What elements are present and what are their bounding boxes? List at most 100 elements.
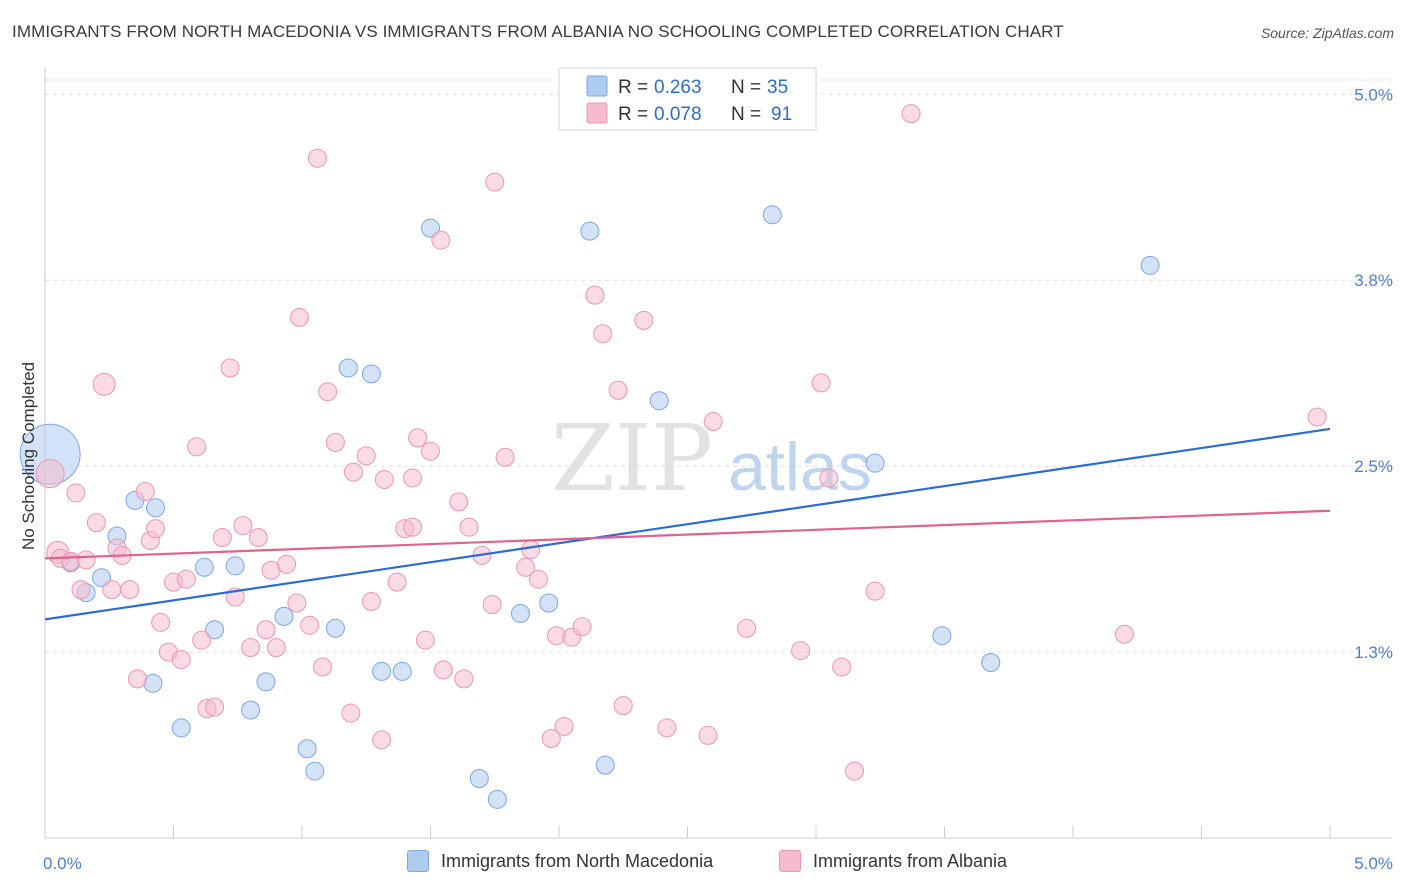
point-macedonia bbox=[325, 618, 345, 638]
legend-swatch-macedonia bbox=[586, 75, 608, 97]
bottom-legend: Immigrants from North Macedonia Immigran… bbox=[0, 850, 1406, 880]
point-albania bbox=[135, 481, 155, 501]
point-albania bbox=[403, 517, 423, 537]
point-macedonia bbox=[932, 626, 952, 646]
y-tick-labels: 1.3% 2.5% 3.8% 5.0% bbox=[1354, 85, 1393, 662]
point-albania bbox=[495, 447, 515, 467]
point-albania bbox=[1114, 624, 1134, 644]
point-macedonia bbox=[194, 557, 214, 577]
trend-line-macedonia bbox=[44, 427, 1331, 621]
trend-lines bbox=[44, 427, 1331, 621]
point-albania bbox=[819, 468, 839, 488]
point-albania bbox=[176, 569, 196, 589]
point-macedonia bbox=[256, 672, 276, 692]
point-macedonia bbox=[981, 652, 1001, 672]
point-albania bbox=[120, 580, 140, 600]
legend-swatch-icon bbox=[779, 850, 801, 872]
point-albania bbox=[128, 669, 148, 689]
correlation-legend: R = 0.263 N = 35 R = 0.078 N = 91 bbox=[558, 67, 817, 131]
watermark-atlas: atlas bbox=[728, 429, 872, 505]
legend-item-macedonia: Immigrants from North Macedonia bbox=[407, 850, 713, 872]
point-albania bbox=[593, 324, 613, 344]
point-macedonia bbox=[865, 453, 885, 473]
point-albania bbox=[343, 462, 363, 482]
point-albania bbox=[845, 761, 865, 781]
y-tick-label: 5.0% bbox=[1354, 85, 1393, 104]
legend-n-albania: 91 bbox=[771, 104, 792, 125]
point-albania bbox=[325, 432, 345, 452]
point-macedonia bbox=[241, 700, 261, 720]
point-albania bbox=[241, 638, 261, 658]
point-macedonia bbox=[205, 620, 225, 640]
point-albania bbox=[485, 172, 505, 192]
point-albania bbox=[832, 657, 852, 677]
point-albania bbox=[698, 725, 718, 745]
point-albania bbox=[86, 513, 106, 533]
y-tick-label: 1.3% bbox=[1354, 643, 1393, 662]
point-albania bbox=[266, 638, 286, 658]
point-macedonia bbox=[171, 718, 191, 738]
point-macedonia bbox=[649, 391, 669, 411]
legend-r-macedonia: 0.263 bbox=[654, 77, 702, 98]
y-tick-label: 2.5% bbox=[1354, 457, 1393, 476]
point-macedonia bbox=[297, 739, 317, 759]
point-macedonia bbox=[392, 661, 412, 681]
point-albania bbox=[372, 730, 392, 750]
point-albania bbox=[35, 459, 65, 489]
point-macedonia bbox=[1140, 255, 1160, 275]
point-albania bbox=[151, 612, 171, 632]
point-albania bbox=[192, 630, 212, 650]
grid-lines bbox=[45, 79, 1392, 653]
point-albania bbox=[449, 492, 469, 512]
legend-label-macedonia: Immigrants from North Macedonia bbox=[441, 850, 714, 871]
point-macedonia bbox=[338, 358, 358, 378]
point-albania bbox=[865, 581, 885, 601]
point-macedonia bbox=[469, 769, 489, 789]
x-tick-label: 5.0% bbox=[1354, 854, 1393, 873]
point-macedonia bbox=[305, 761, 325, 781]
legend-item-albania: Immigrants from Albania bbox=[779, 850, 1007, 872]
point-albania bbox=[277, 554, 297, 574]
point-albania bbox=[608, 380, 628, 400]
point-macedonia bbox=[487, 789, 507, 809]
point-albania bbox=[703, 412, 723, 432]
point-albania bbox=[102, 580, 122, 600]
point-albania bbox=[76, 550, 96, 570]
legend-r-albania: 0.078 bbox=[654, 104, 702, 125]
point-albania bbox=[811, 373, 831, 393]
point-albania bbox=[287, 593, 307, 613]
point-albania bbox=[431, 230, 451, 250]
point-albania bbox=[454, 669, 474, 689]
point-albania bbox=[220, 358, 240, 378]
point-macedonia bbox=[146, 498, 166, 518]
point-albania bbox=[341, 703, 361, 723]
point-albania bbox=[613, 696, 633, 716]
point-albania bbox=[233, 516, 253, 536]
point-albania bbox=[737, 618, 757, 638]
legend-swatch-icon bbox=[407, 850, 429, 872]
watermark-zip: ZIP bbox=[551, 405, 713, 512]
data-points bbox=[19, 104, 1327, 809]
point-albania bbox=[1307, 407, 1327, 427]
point-albania bbox=[528, 569, 548, 589]
point-macedonia bbox=[510, 603, 530, 623]
point-albania bbox=[572, 617, 592, 637]
point-albania bbox=[300, 615, 320, 635]
point-albania bbox=[205, 697, 225, 717]
point-albania bbox=[256, 620, 276, 640]
point-albania bbox=[433, 660, 453, 680]
point-albania bbox=[554, 716, 574, 736]
point-macedonia bbox=[595, 755, 615, 775]
point-albania bbox=[459, 517, 479, 537]
point-albania bbox=[415, 630, 435, 650]
point-albania bbox=[403, 468, 423, 488]
axes bbox=[44, 68, 1392, 839]
point-albania bbox=[361, 592, 381, 612]
legend-swatch-albania bbox=[586, 102, 608, 124]
point-albania bbox=[482, 594, 502, 614]
point-macedonia bbox=[372, 661, 392, 681]
point-albania bbox=[307, 148, 327, 168]
point-albania bbox=[374, 470, 394, 490]
svg-text:R =: R = bbox=[618, 104, 648, 125]
point-albania bbox=[421, 441, 440, 461]
